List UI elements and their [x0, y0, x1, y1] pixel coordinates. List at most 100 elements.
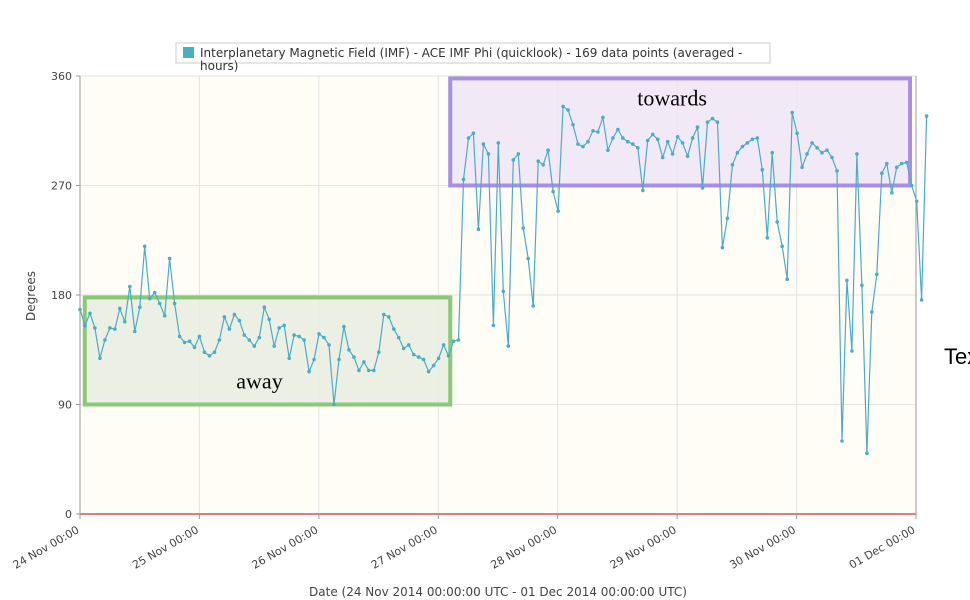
y-tick-label: 360	[51, 70, 72, 83]
data-point	[332, 402, 336, 407]
data-point	[670, 152, 675, 156]
region-towards	[448, 76, 913, 188]
data-point	[765, 236, 770, 240]
data-point	[571, 122, 575, 127]
data-point	[919, 298, 924, 302]
x-tick-label: 25 Nov 00:00	[130, 523, 201, 571]
data-point	[362, 360, 366, 364]
data-point	[914, 199, 919, 204]
data-point	[436, 356, 441, 361]
data-point	[113, 327, 117, 331]
data-point	[411, 352, 416, 357]
data-point	[382, 312, 386, 317]
data-point	[177, 334, 182, 339]
data-point	[780, 244, 784, 249]
data-point	[805, 152, 809, 156]
data-point	[247, 338, 252, 342]
data-point	[406, 343, 411, 347]
data-point	[860, 283, 864, 288]
legend-text-line2: hours)	[200, 59, 238, 73]
data-point	[735, 150, 740, 155]
data-point	[840, 439, 844, 443]
data-point	[755, 136, 760, 140]
data-point	[745, 141, 750, 145]
data-point	[342, 324, 346, 329]
y-axis-title: Degrees	[24, 271, 38, 321]
data-point	[566, 108, 570, 112]
data-point	[152, 290, 157, 295]
y-tick-label: 90	[58, 399, 72, 412]
data-point	[118, 306, 122, 311]
data-point	[680, 141, 685, 145]
data-point	[760, 167, 765, 172]
data-point	[387, 315, 391, 319]
data-point	[491, 323, 496, 328]
x-axis-ticks: 24 Nov 00:00 25 Nov 00:00 26 Nov 00:00 27 N…	[11, 514, 918, 572]
data-point	[277, 326, 282, 330]
data-point	[825, 148, 829, 152]
legend[interactable]: Interplanetary Magnetic Field (IMF) - AC…	[175, 42, 771, 73]
data-point	[904, 160, 909, 165]
annotation-labels: away towards	[236, 85, 707, 393]
data-point	[142, 244, 147, 249]
data-point	[167, 256, 172, 261]
data-point	[352, 355, 356, 359]
data-point	[292, 333, 296, 337]
data-point	[601, 115, 605, 120]
data-point	[581, 144, 585, 149]
data-point	[123, 320, 127, 324]
data-point	[133, 329, 137, 334]
x-tick-label: 29 Nov 00:00	[608, 523, 679, 571]
data-point	[461, 177, 466, 182]
side-text: Tex	[944, 344, 970, 369]
series-points	[78, 104, 929, 456]
data-point	[441, 343, 446, 347]
data-point	[785, 277, 789, 282]
data-point	[705, 120, 710, 124]
data-point	[401, 346, 406, 351]
data-point	[865, 451, 869, 456]
data-point	[232, 312, 237, 317]
data-point	[83, 323, 87, 328]
data-point	[157, 301, 162, 306]
data-point	[252, 344, 257, 348]
data-point	[357, 368, 361, 373]
data-point	[636, 146, 640, 150]
data-point	[870, 310, 874, 314]
data-point	[138, 305, 142, 310]
data-point	[626, 139, 630, 144]
data-point	[660, 155, 665, 160]
data-point	[880, 171, 884, 176]
data-point	[591, 129, 595, 133]
data-point	[710, 116, 715, 121]
data-point	[426, 369, 431, 374]
x-tick-label: 26 Nov 00:00	[250, 523, 321, 571]
data-point	[222, 315, 227, 319]
data-point	[396, 335, 401, 340]
x-axis-title: Date (24 Nov 2014 00:00:00 UTC - 01 Dec …	[309, 585, 687, 599]
data-point	[501, 289, 506, 294]
data-point	[909, 183, 914, 188]
data-point	[516, 152, 521, 156]
y-tick-label: 180	[51, 289, 72, 302]
data-point	[182, 340, 187, 345]
data-point	[202, 350, 207, 355]
data-point	[770, 150, 774, 155]
data-point	[307, 369, 311, 374]
data-point	[337, 357, 341, 362]
legend-text-line1: Interplanetary Magnetic Field (IMF) - AC…	[200, 46, 742, 60]
data-point	[108, 326, 112, 330]
data-point	[98, 356, 102, 361]
data-point	[481, 142, 486, 146]
data-point	[850, 349, 854, 353]
data-point	[103, 338, 107, 342]
data-point	[815, 146, 819, 150]
data-point	[322, 335, 326, 340]
data-point	[93, 326, 97, 330]
data-point	[287, 356, 292, 361]
data-point	[486, 152, 491, 156]
x-tick-label: 30 Nov 00:00	[727, 523, 798, 571]
data-point	[162, 313, 167, 318]
data-point	[431, 363, 436, 368]
